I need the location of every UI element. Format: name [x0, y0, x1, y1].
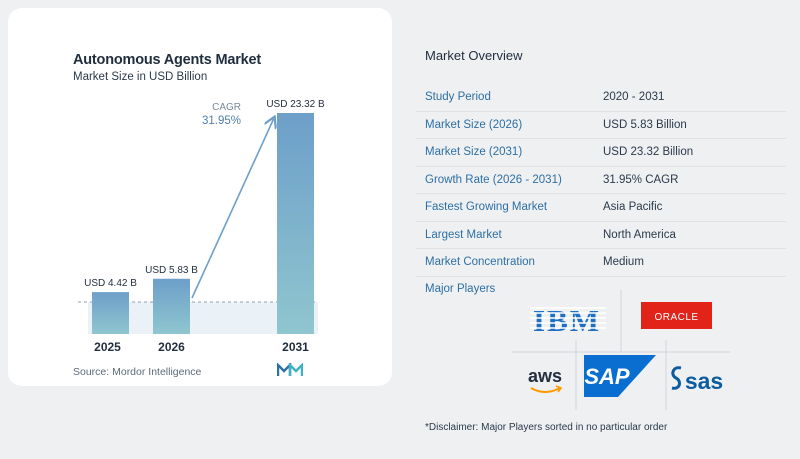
chart-title: Autonomous Agents Market	[73, 52, 262, 68]
table-row: Growth Rate (2026 - 2031) 31.95% CAGR	[416, 166, 786, 194]
category-label: 2025	[94, 340, 121, 354]
row-key: Market Size (2031)	[416, 138, 593, 167]
row-key: Market Concentration	[416, 248, 593, 277]
ibm-logo-text: IBM	[533, 303, 601, 338]
row-value: 31.95% CAGR	[593, 166, 786, 194]
bar-2025	[92, 292, 129, 334]
disclaimer: *Disclaimer: Major Players sorted in no …	[425, 422, 668, 433]
oracle-logo-text: ORACLE	[654, 312, 698, 323]
category-label: 2031	[282, 340, 309, 354]
oracle-logo: ORACLE	[641, 302, 712, 329]
row-key: Growth Rate (2026 - 2031)	[416, 166, 593, 194]
row-key: Largest Market	[416, 221, 593, 249]
bar-chart: USD 4.42 B 2025 USD 5.83 B 2026 USD 23.32 B 2…	[78, 99, 325, 354]
table-row: Market Size (2026) USD 5.83 Billion	[416, 111, 786, 139]
cagr-label: CAGR	[212, 102, 241, 113]
sas-logo-text: sas	[685, 368, 723, 394]
chart-subtitle: Market Size in USD Billion	[73, 71, 208, 83]
sap-logo: SAP	[584, 355, 656, 397]
row-key: Fastest Growing Market	[416, 193, 593, 222]
aws-logo-text: aws	[528, 366, 562, 386]
sap-logo-text: SAP	[584, 364, 630, 389]
data-label: USD 5.83 B	[145, 265, 198, 276]
aws-logo: aws	[528, 366, 563, 393]
bar-2026	[153, 278, 190, 334]
category-label: 2026	[158, 340, 185, 354]
row-value: Medium	[593, 248, 786, 277]
table-row: Largest Market North America	[416, 221, 786, 249]
row-value: North America	[593, 221, 786, 249]
table-row: Market Size (2031) USD 23.32 Billion	[416, 138, 786, 167]
sas-logo: sas	[671, 366, 723, 394]
mordor-logo-icon	[277, 363, 303, 376]
row-key: Study Period	[416, 84, 593, 112]
ibm-logo: IBM	[530, 303, 606, 338]
table-row: Study Period 2020 - 2031	[416, 84, 786, 112]
overview-table: Study Period 2020 - 2031 Market Size (202…	[416, 84, 786, 277]
players-title: Major Players	[425, 283, 496, 295]
source-note: Source: Mordor Intelligence	[73, 366, 202, 378]
row-value: USD 23.32 Billion	[593, 138, 786, 167]
overview-title: Market Overview	[425, 48, 523, 63]
table-row: Fastest Growing Market Asia Pacific	[416, 193, 786, 222]
row-value: 2020 - 2031	[593, 84, 786, 112]
cagr-arrow	[191, 118, 274, 299]
bar-2031	[277, 113, 314, 334]
row-value: Asia Pacific	[593, 193, 786, 222]
data-label: USD 4.42 B	[84, 278, 137, 289]
cagr-value: 31.95%	[202, 115, 241, 127]
row-key: Market Size (2026)	[416, 111, 593, 139]
row-value: USD 5.83 Billion	[593, 111, 786, 139]
table-row: Market Concentration Medium	[416, 248, 786, 277]
data-label: USD 23.32 B	[266, 99, 325, 110]
